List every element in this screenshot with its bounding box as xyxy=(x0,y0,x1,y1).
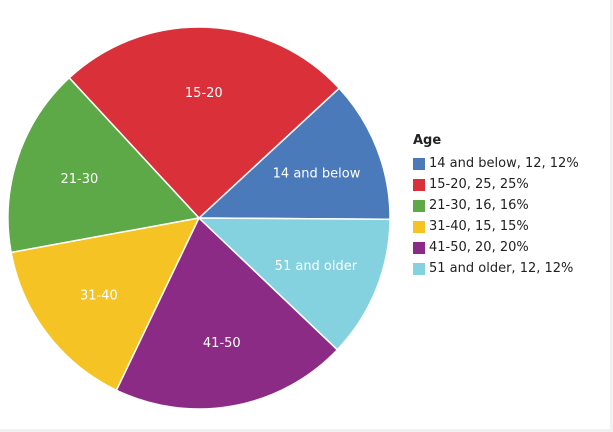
frame-edge-bottom xyxy=(0,429,613,432)
pie-slice-5 xyxy=(197,217,391,351)
legend-swatch-4 xyxy=(413,241,425,254)
legend-swatch-2 xyxy=(413,199,425,212)
legend: Age 14 and below, 12, 12% 15-20, 25, 25% 2… xyxy=(413,131,579,279)
legend-label-0: 14 and below, 12, 12% xyxy=(429,156,579,171)
legend-item-0: 14 and below, 12, 12% xyxy=(413,153,579,174)
frame-edge-right xyxy=(610,0,613,432)
pie-slice-2 xyxy=(7,76,201,254)
pie-slice-1 xyxy=(68,26,341,220)
pie-slice-4 xyxy=(115,216,339,410)
slice-label-4: 41-50 xyxy=(203,336,241,351)
slice-label-2: 21-30 xyxy=(61,172,99,187)
pie-chart: 14 and below 15-20 21-30 31-40 41-50 51 and o… xyxy=(7,26,391,410)
legend-item-4: 41-50, 20, 20% xyxy=(413,237,579,258)
legend-swatch-5 xyxy=(413,262,425,275)
slice-label-0: 14 and below xyxy=(273,166,361,181)
legend-item-1: 15-20, 25, 25% xyxy=(413,174,579,195)
slice-label-5: 51 and older xyxy=(275,259,358,274)
pie-slice-0 xyxy=(197,87,391,221)
legend-label-4: 41-50, 20, 20% xyxy=(429,240,529,255)
legend-title: Age xyxy=(413,133,442,148)
legend-item-3: 31-40, 15, 15% xyxy=(413,216,579,237)
legend-swatch-0 xyxy=(413,157,425,170)
legend-label-3: 31-40, 15, 15% xyxy=(429,219,529,234)
legend-label-2: 21-30, 16, 16% xyxy=(429,198,529,213)
legend-swatch-1 xyxy=(413,178,425,191)
legend-item-2: 21-30, 16, 16% xyxy=(413,195,579,216)
legend-label-5: 51 and older, 12, 12% xyxy=(429,261,574,276)
slice-label-3: 31-40 xyxy=(80,289,118,304)
pie-slice-3 xyxy=(10,216,201,392)
legend-label-1: 15-20, 25, 25% xyxy=(429,177,529,192)
legend-swatch-3 xyxy=(413,220,425,233)
legend-item-5: 51 and older, 12, 12% xyxy=(413,258,579,279)
legend-items: 14 and below, 12, 12% 15-20, 25, 25% 21-30… xyxy=(413,153,579,279)
slice-label-1: 15-20 xyxy=(185,86,223,101)
